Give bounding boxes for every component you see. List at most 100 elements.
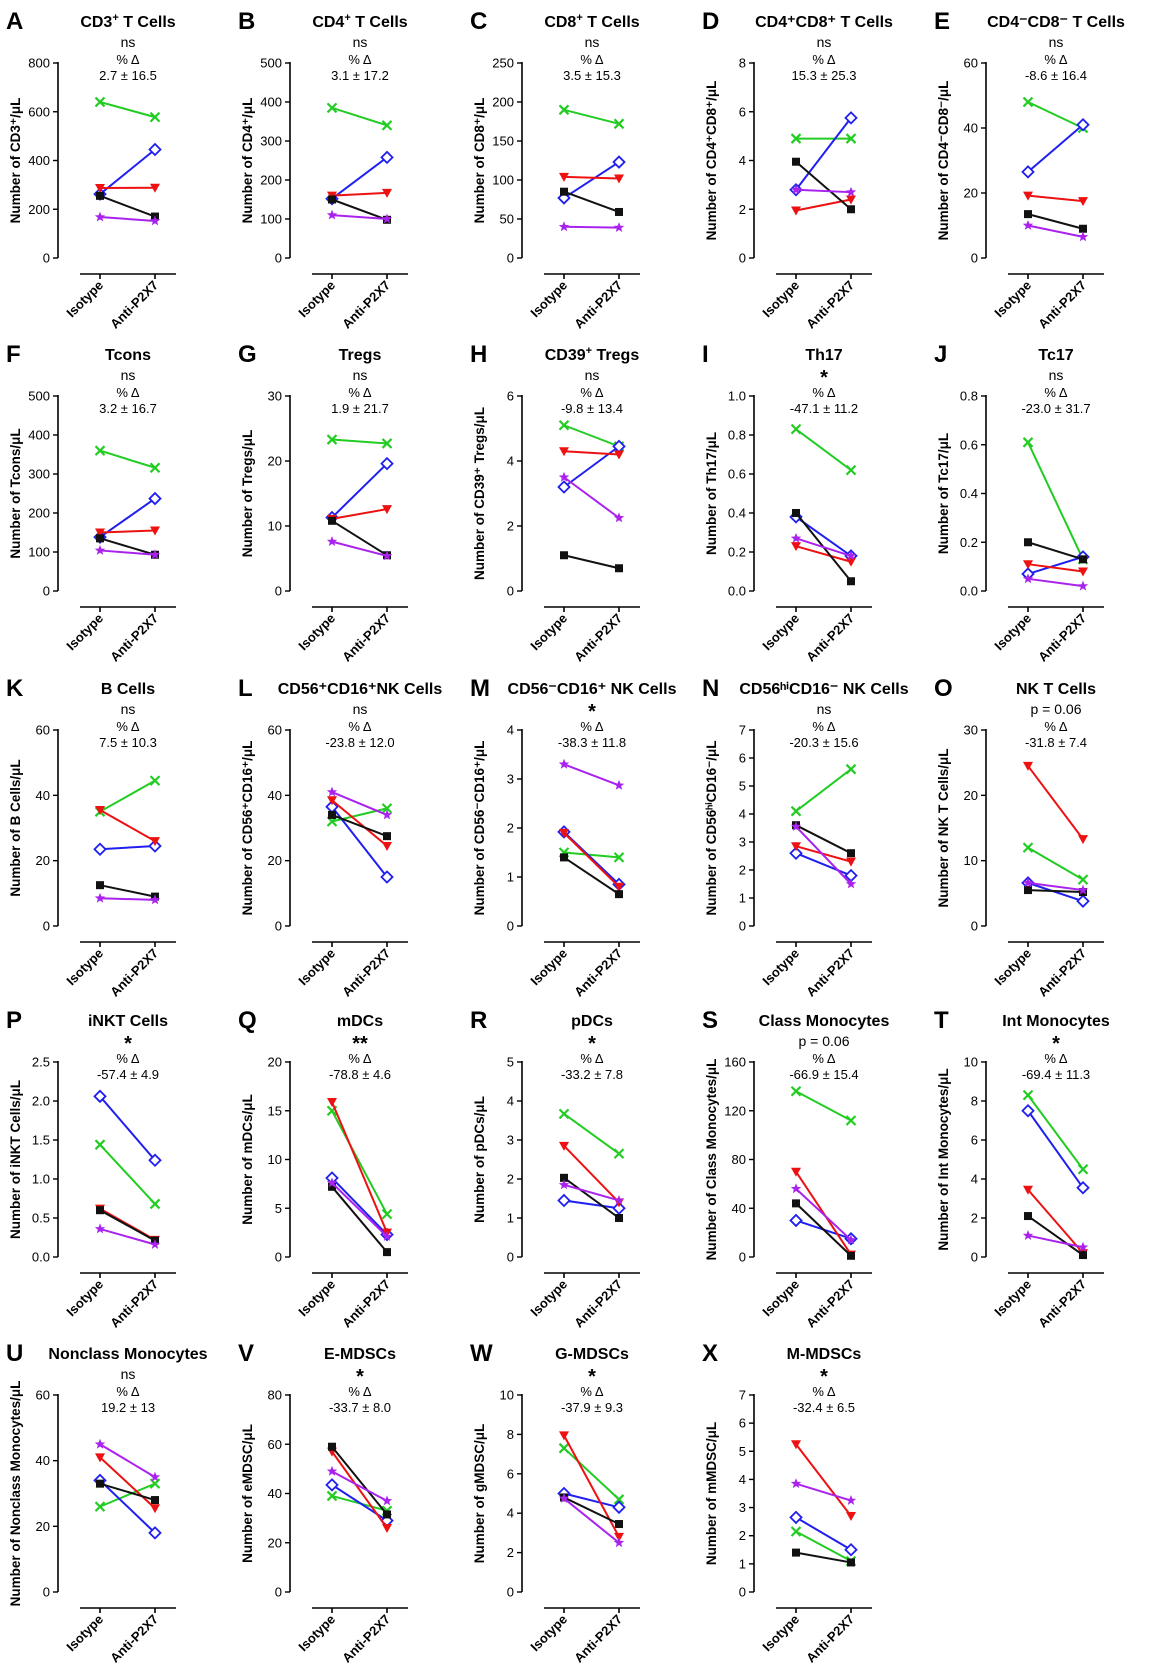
panel-title: CD4⁻CD8⁻ T Cells — [987, 14, 1125, 31]
series-blue — [93, 491, 162, 544]
data-point-anti-p2x7 — [613, 1148, 625, 1159]
percent-change-label: % Δ — [348, 1051, 371, 1066]
data-point-isotype — [559, 447, 569, 457]
y-tick-label: 7 — [739, 723, 746, 738]
series-red — [559, 1431, 624, 1542]
series-line — [99, 1482, 156, 1508]
panel-letter: D — [702, 8, 719, 35]
data-point-isotype — [326, 536, 338, 546]
data-point-anti-p2x7 — [150, 526, 160, 536]
y-tick-label: 20 — [964, 186, 978, 201]
series-line — [563, 190, 620, 213]
data-point-anti-p2x7 — [1077, 1241, 1089, 1252]
series-line — [795, 428, 852, 471]
data-point-isotype — [94, 96, 106, 108]
y-tick-label: 3 — [739, 835, 746, 850]
series-green — [94, 96, 161, 123]
series-black — [560, 853, 623, 899]
series-blue — [1021, 1103, 1090, 1195]
panel-letter: M — [470, 675, 490, 702]
percent-change-value: -33.2 ± 7.8 — [561, 1067, 623, 1082]
series-line — [99, 549, 156, 556]
y-tick-label: 60 — [964, 56, 978, 71]
data-point-isotype — [559, 1141, 569, 1151]
x-tick-label: Anti-P2X7 — [1035, 611, 1089, 665]
y-tick-label: 5 — [275, 1201, 282, 1216]
data-point-anti-p2x7 — [1077, 231, 1089, 242]
data-point-isotype — [1021, 1103, 1035, 1118]
series-line — [563, 108, 620, 125]
data-point-isotype — [559, 172, 569, 182]
panel-letter: E — [934, 8, 950, 35]
data-point-isotype — [1022, 573, 1034, 584]
series-black — [328, 1182, 391, 1257]
y-axis-label: Number of CD39⁺ Tregs/μL — [472, 407, 487, 580]
data-point-isotype — [558, 1442, 570, 1454]
series-line — [331, 1182, 388, 1238]
series-red — [95, 526, 160, 538]
data-point-isotype — [1022, 96, 1034, 108]
series-black — [792, 1548, 855, 1567]
data-point-isotype — [94, 1139, 106, 1150]
data-point-anti-p2x7 — [613, 1537, 625, 1548]
panel-letter: P — [6, 1007, 22, 1034]
percent-change-label: % Δ — [116, 1051, 139, 1066]
y-axis-label: Number of iNKT Cells/μL — [8, 1080, 23, 1239]
panel-letter: R — [470, 1007, 487, 1034]
series-purple — [326, 536, 393, 561]
data-point-isotype — [1022, 877, 1034, 888]
series-green — [790, 1085, 857, 1126]
data-point-anti-p2x7 — [382, 1523, 392, 1533]
data-point-anti-p2x7 — [847, 1558, 855, 1567]
series-line — [1027, 555, 1084, 575]
data-point-isotype — [94, 544, 106, 555]
percent-change-label: % Δ — [812, 1051, 835, 1066]
x-tick-label: Isotype — [63, 1277, 106, 1320]
significance-label: * — [356, 1366, 364, 1388]
y-tick-label: 0 — [507, 919, 514, 934]
data-point-isotype — [95, 184, 105, 194]
series-black — [96, 1479, 159, 1505]
series-red — [1023, 761, 1088, 845]
data-point-anti-p2x7 — [612, 1500, 626, 1515]
series-purple — [326, 1177, 393, 1241]
percent-change-label: % Δ — [1044, 385, 1067, 400]
x-tick-label: Isotype — [759, 1612, 802, 1655]
series-purple — [790, 821, 857, 889]
data-point-anti-p2x7 — [149, 1478, 161, 1489]
data-point-isotype — [790, 1085, 802, 1097]
series-green — [94, 775, 161, 817]
series-line — [99, 1095, 156, 1161]
series-line — [1027, 577, 1084, 588]
data-point-anti-p2x7 — [845, 1495, 857, 1505]
series-line — [563, 1199, 620, 1210]
series-line — [1027, 1215, 1084, 1256]
series-red — [559, 828, 624, 892]
panel-letter: V — [238, 1340, 254, 1367]
series-purple — [790, 1478, 857, 1505]
series-green — [1022, 842, 1089, 885]
percent-change-label: % Δ — [1044, 719, 1067, 734]
series-green — [790, 763, 857, 817]
series-line — [563, 225, 620, 229]
panel-title: iNKT Cells — [88, 1013, 168, 1030]
significance-label: ns — [121, 701, 136, 717]
panel-s: S Class Monocytes p = 0.06 % Δ-66.9 ± 15.4 I… — [702, 1007, 889, 1331]
data-point-anti-p2x7 — [615, 890, 623, 899]
data-point-anti-p2x7 — [149, 215, 161, 226]
data-point-anti-p2x7 — [612, 1201, 626, 1216]
panel-title: B Cells — [101, 681, 155, 698]
y-tick-label: 6 — [739, 104, 746, 119]
series-line — [99, 529, 156, 534]
y-tick-label: 40 — [964, 121, 978, 136]
data-point-isotype — [558, 1179, 570, 1190]
y-tick-label: 0 — [507, 584, 514, 599]
x-tick-label: Isotype — [991, 278, 1034, 321]
y-tick-label: 7 — [739, 1388, 746, 1403]
data-point-anti-p2x7 — [150, 837, 160, 847]
series-line — [1027, 541, 1084, 561]
panel-title: mDCs — [337, 1013, 383, 1030]
data-point-isotype — [557, 1193, 571, 1208]
y-tick-label: 0 — [43, 584, 50, 599]
